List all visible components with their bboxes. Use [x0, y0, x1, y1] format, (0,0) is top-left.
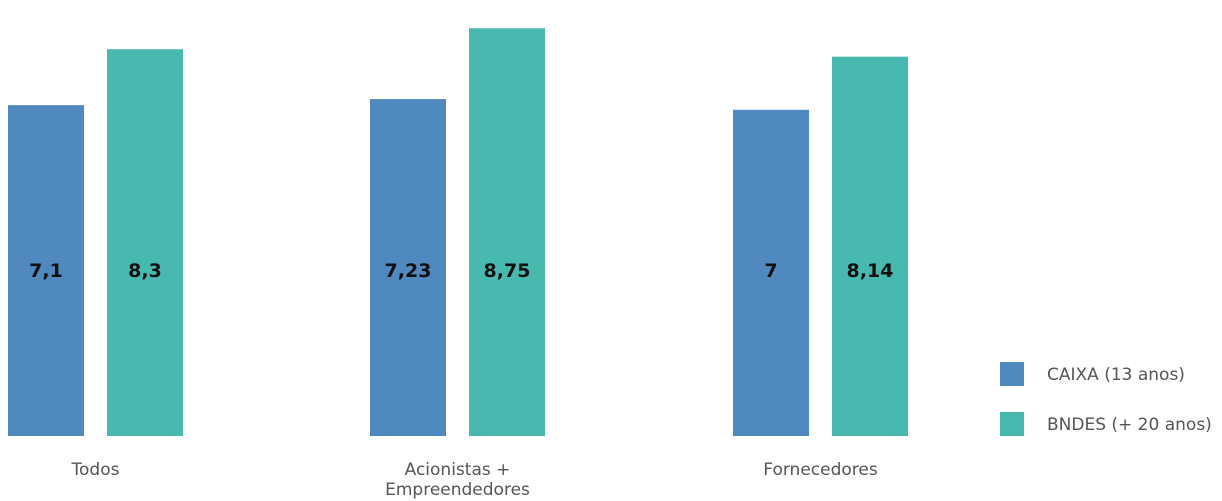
- category-labels-group: Todos Acionistas +Empreendedores Fornecedo…: [71, 460, 878, 500]
- category-label: Todos: [71, 460, 120, 480]
- category-label: Acionistas +: [405, 460, 511, 480]
- legend: CAIXA (13 anos) BNDES (+ 20 anos): [1000, 362, 1212, 436]
- bar-value-label: 7: [764, 260, 777, 282]
- category-label: Fornecedores: [763, 460, 878, 480]
- bar-value-label: 8,75: [484, 260, 531, 282]
- bar-value-label: 8,3: [128, 260, 162, 282]
- bar-bndes-2: [832, 57, 908, 436]
- bar-bndes-1: [469, 28, 545, 436]
- category-label: Empreendedores: [385, 480, 530, 500]
- bar-value-label: 7,1: [29, 260, 63, 282]
- legend-swatch-bndes: [1000, 412, 1024, 436]
- legend-label-caixa: CAIXA (13 anos): [1047, 365, 1185, 385]
- legend-swatch-caixa: [1000, 362, 1024, 386]
- bar-bndes-0: [107, 49, 183, 436]
- bar-value-label: 7,23: [385, 260, 432, 282]
- bars-group: [8, 28, 908, 436]
- bar-value-label: 8,14: [847, 260, 894, 282]
- legend-label-bndes: BNDES (+ 20 anos): [1047, 415, 1212, 435]
- value-labels-group: 7,1 8,3 7,23 8,75 7 8,14: [29, 260, 893, 282]
